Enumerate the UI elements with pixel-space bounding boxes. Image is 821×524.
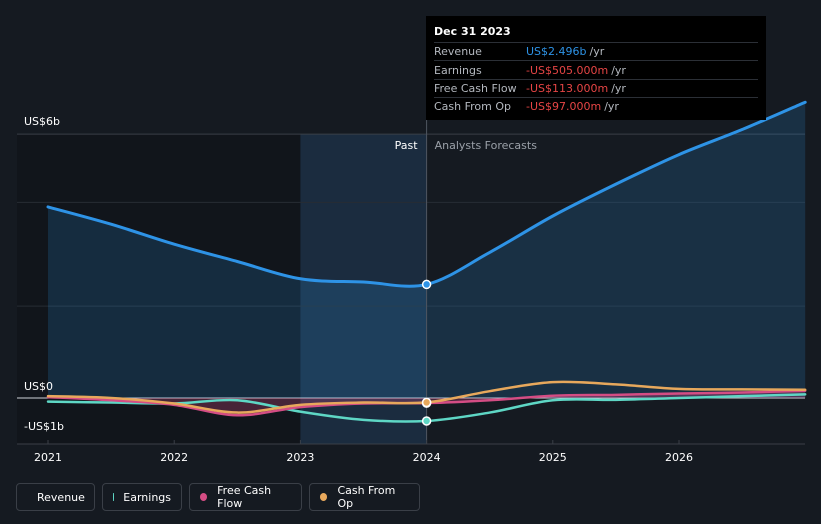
tooltip-row-value: US$2.496b — [526, 45, 587, 59]
revenue-area — [48, 102, 806, 398]
hover-year-band — [300, 134, 427, 444]
y-label-zero: US$0 — [24, 380, 53, 393]
x-tick-label: 2023 — [286, 451, 314, 464]
tooltip-date: Dec 31 2023 — [434, 25, 511, 38]
legend-label: Free Cash Flow — [217, 484, 272, 510]
x-tick-label: 2025 — [539, 451, 567, 464]
tooltip-row-value: -US$505.000m — [526, 63, 609, 77]
legend-dot-icon — [320, 493, 328, 501]
legend-label: Cash From Op — [337, 484, 396, 510]
tooltip-row-label: Free Cash Flow — [434, 81, 517, 95]
tooltip-row: Free Cash Flow -US$113.000m/yr — [434, 78, 758, 97]
tooltip-row-unit: /yr — [589, 45, 605, 59]
x-tick-label: 2022 — [160, 451, 188, 464]
tooltip-row: Earnings -US$505.000m/yr — [434, 60, 758, 78]
tooltip-row-unit: /yr — [611, 63, 626, 77]
y-label-top: US$6b — [24, 115, 60, 128]
earnings-marker — [421, 416, 432, 426]
tooltip-row-value: -US$97.000m — [526, 100, 602, 114]
revenue-marker — [421, 279, 432, 290]
tooltip-row-label: Earnings — [434, 63, 482, 77]
x-tick-label: 2021 — [34, 451, 62, 464]
legend-item-free-cash-flow[interactable]: Free Cash Flow — [189, 483, 302, 511]
tooltip-row: Cash From Op -US$97.000m/yr — [434, 97, 758, 115]
legend-item-earnings[interactable]: Earnings — [102, 483, 182, 511]
tooltip-row: Revenue US$2.496b/yr — [434, 42, 758, 60]
legend-label: Earnings — [123, 490, 171, 504]
tooltip-row-label: Cash From Op — [434, 100, 512, 114]
tooltip-row-unit: /yr — [611, 81, 626, 95]
tooltip-row-value: -US$113.000m — [526, 81, 609, 95]
tooltip-row-label: Revenue — [434, 45, 482, 59]
x-tick-label: 2026 — [665, 451, 693, 464]
legend-label: Revenue — [37, 490, 85, 504]
tooltip: Dec 31 2023 Revenue US$2.496b/yr Earnings -… — [426, 16, 766, 120]
tooltip-row-unit: /yr — [604, 100, 619, 114]
legend-item-cash-from-op[interactable]: Cash From Op — [309, 483, 420, 511]
x-tick-label: 2024 — [413, 451, 441, 464]
y-label-bottom: -US$1b — [24, 420, 64, 433]
legend-item-revenue[interactable]: Revenue — [16, 483, 95, 511]
cash-from-op-marker — [421, 397, 432, 408]
forecast-label: Analysts Forecasts — [435, 139, 538, 152]
past-label: Past — [395, 139, 419, 152]
legend-dot-icon — [200, 493, 208, 501]
